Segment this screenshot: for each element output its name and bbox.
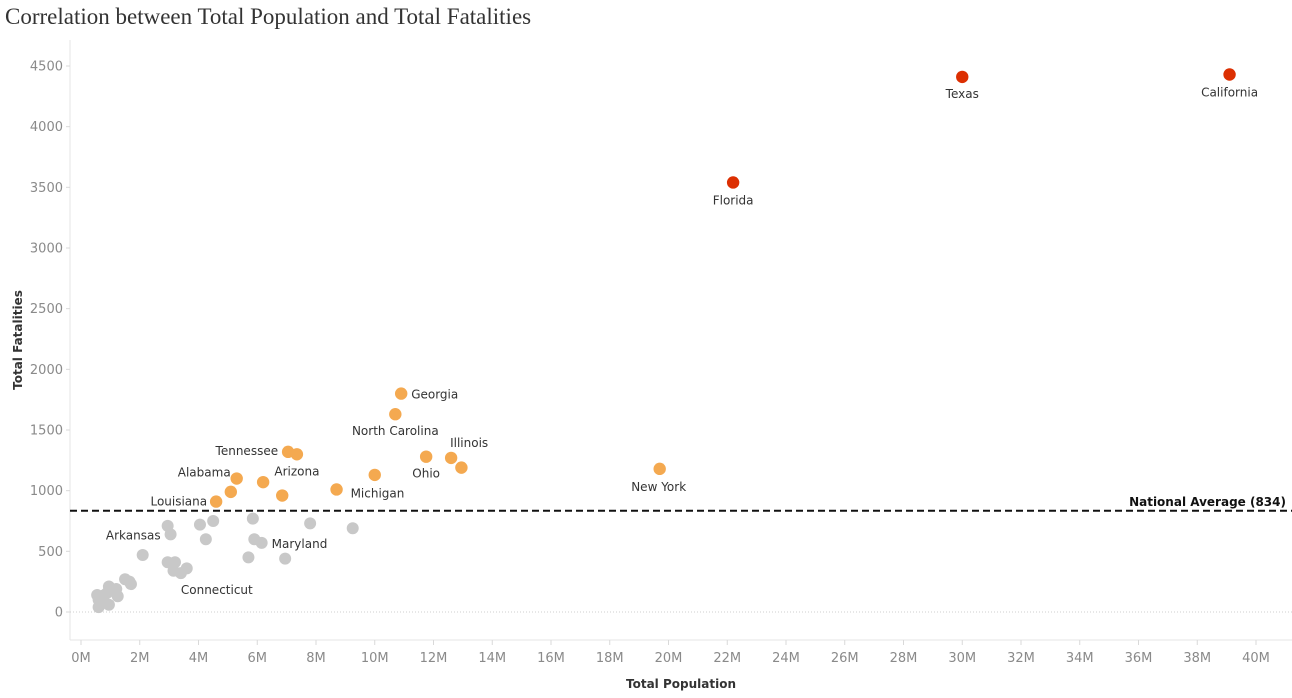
data-point-low[interactable] — [246, 512, 259, 525]
x-tick-label: 18M — [596, 651, 624, 666]
data-point-mid[interactable] — [224, 485, 238, 499]
x-axis-title: Total Population — [626, 677, 736, 691]
data-point-alabama[interactable] — [230, 472, 243, 485]
point-label-new-york: New York — [631, 480, 686, 494]
x-tick-label: 12M — [420, 651, 448, 666]
data-point-low[interactable] — [161, 556, 174, 569]
point-label-alabama: Alabama — [178, 466, 231, 480]
point-label-illinois: Illinois — [450, 436, 488, 450]
data-point-georgia[interactable] — [394, 387, 408, 400]
x-tick-label: 22M — [713, 651, 741, 666]
data-point-ohio[interactable] — [419, 450, 433, 463]
data-point-low[interactable] — [242, 551, 255, 564]
data-point-low[interactable] — [111, 590, 124, 603]
y-tick-label: 3000 — [30, 242, 63, 257]
y-tick-label: 2500 — [30, 302, 63, 317]
data-point-california[interactable] — [1223, 68, 1236, 81]
data-point-louisiana[interactable] — [209, 495, 223, 508]
data-point-connecticut[interactable] — [174, 567, 187, 580]
y-tick-label: 500 — [38, 545, 63, 560]
data-point-low[interactable] — [92, 601, 105, 614]
y-tick-label: 1000 — [30, 484, 63, 499]
data-point-mid[interactable] — [256, 475, 270, 489]
x-tick-label: 24M — [772, 651, 800, 666]
data-point-low[interactable] — [124, 578, 137, 591]
x-tick-label: 8M — [306, 651, 326, 666]
y-tick-label: 1500 — [30, 424, 63, 439]
data-point-mid[interactable] — [455, 461, 468, 474]
point-label-florida: Florida — [713, 193, 754, 207]
x-tick-label: 32M — [1007, 651, 1035, 666]
data-point-low[interactable] — [279, 552, 292, 565]
data-point-low[interactable] — [304, 517, 317, 530]
x-tick-label: 6M — [248, 651, 268, 666]
data-point-low[interactable] — [207, 515, 220, 527]
y-tick-label: 4500 — [30, 60, 63, 75]
data-point-florida[interactable] — [726, 176, 740, 189]
data-point-low[interactable] — [161, 519, 174, 532]
data-point-texas[interactable] — [956, 70, 969, 84]
x-tick-label: 4M — [189, 651, 209, 666]
x-tick-label: 34M — [1066, 651, 1094, 666]
point-label-michigan: Michigan — [351, 486, 405, 500]
x-tick-label: 2M — [130, 651, 150, 666]
point-label-california: California — [1201, 85, 1258, 99]
data-point-low[interactable] — [346, 522, 359, 535]
x-tick-label: 38M — [1183, 651, 1211, 666]
data-point-low[interactable] — [248, 533, 261, 546]
national-average-label: National Average (834) — [1129, 495, 1286, 509]
x-tick-label: 40M — [1242, 651, 1270, 666]
data-point-mid[interactable] — [368, 468, 381, 482]
point-labels: Maryland Arkansas Connecticut Georgia North … — [106, 85, 1258, 597]
x-tick-label: 30M — [948, 651, 976, 666]
point-label-ohio: Ohio — [412, 467, 440, 481]
point-label-tennessee: Tennessee — [215, 444, 279, 458]
point-label-north-carolina: North Carolina — [352, 424, 439, 438]
x-tick-label: 10M — [361, 651, 389, 666]
data-point-new-york[interactable] — [653, 462, 666, 476]
x-tick-label: 26M — [831, 651, 859, 666]
x-tick-label: 0M — [71, 651, 91, 666]
y-tick-label: 4000 — [30, 120, 63, 135]
y-tick-label: 2000 — [30, 363, 63, 378]
data-point-low[interactable] — [136, 548, 149, 561]
data-point-michigan[interactable] — [330, 483, 343, 496]
y-axis-title: Total Fatalities — [11, 290, 25, 390]
point-label-georgia: Georgia — [411, 388, 458, 402]
data-point-low[interactable] — [193, 518, 206, 531]
data-point-low[interactable] — [102, 598, 115, 611]
point-label-louisiana: Louisiana — [150, 495, 207, 509]
x-tick-label: 36M — [1125, 651, 1153, 666]
data-point-mid[interactable] — [276, 489, 289, 502]
axes: 0 500 1000 1500 2000 2500 3000 3500 4000 4500 0M 2M… — [30, 40, 1292, 666]
point-label-connecticut: Connecticut — [181, 583, 253, 597]
point-label-texas: Texas — [945, 87, 979, 101]
data-point-north-carolina[interactable] — [389, 408, 402, 421]
x-tick-label: 28M — [890, 651, 918, 666]
data-point-low[interactable] — [199, 533, 212, 546]
data-point-arizona[interactable] — [290, 448, 304, 461]
chart-title: Correlation between Total Population and… — [5, 4, 532, 29]
point-label-maryland: Maryland — [272, 537, 328, 551]
point-label-arkansas: Arkansas — [106, 528, 161, 542]
y-tick-label: 3500 — [30, 181, 63, 196]
data-points — [91, 68, 1236, 614]
x-tick-label: 14M — [478, 651, 506, 666]
data-point-illinois[interactable] — [444, 451, 458, 465]
x-tick-label: 20M — [655, 651, 683, 666]
y-tick-label: 0 — [55, 606, 63, 621]
point-label-arizona: Arizona — [274, 464, 319, 478]
x-tick-label: 16M — [537, 651, 565, 666]
reference-line-group: National Average (834) — [70, 495, 1292, 512]
